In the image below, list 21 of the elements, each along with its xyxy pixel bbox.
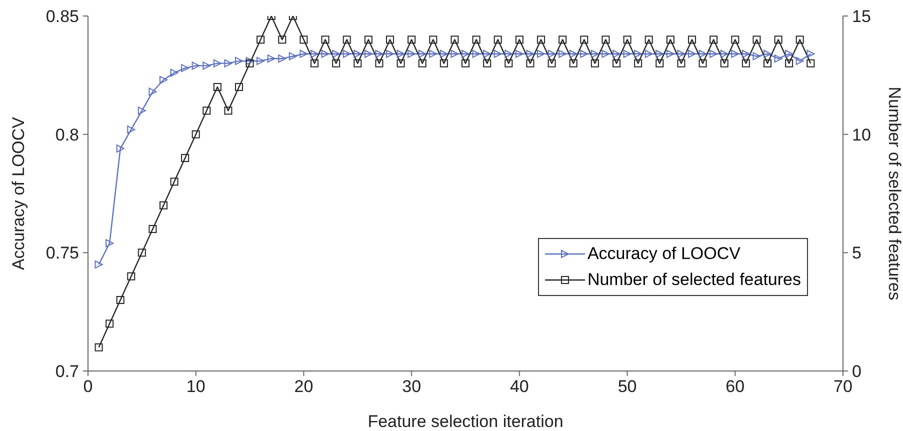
y2-tick-label: 0 [852,362,862,382]
y2-tick-label: 5 [852,244,862,263]
y2-tick-label: 15 [852,7,871,26]
x-tick-label: 50 [618,377,637,396]
x-axis-title: Feature selection iteration [368,412,564,431]
x-tick-label: 40 [510,377,529,396]
y-tick-label: 0.75 [46,244,79,263]
x-tick-label: 60 [726,377,745,396]
legend-label: Number of selected features [587,270,801,290]
x-tick-label: 70 [834,377,852,396]
y-tick-label: 0.7 [55,362,79,382]
x-tick-label: 0 [83,377,93,396]
y-tick-label: 0.85 [46,7,79,26]
y-axis-title: Accuracy of LOOCV [9,116,28,270]
y2-axis-title: Number of selected features [884,86,903,300]
legend-label: Accuracy of LOOCV [587,244,740,264]
y-tick-label: 0.8 [55,125,79,144]
x-tick-label: 20 [294,377,314,396]
y2-tick-label: 10 [852,125,871,144]
x-tick-label: 30 [402,377,422,396]
x-tick-label: 10 [186,377,206,396]
